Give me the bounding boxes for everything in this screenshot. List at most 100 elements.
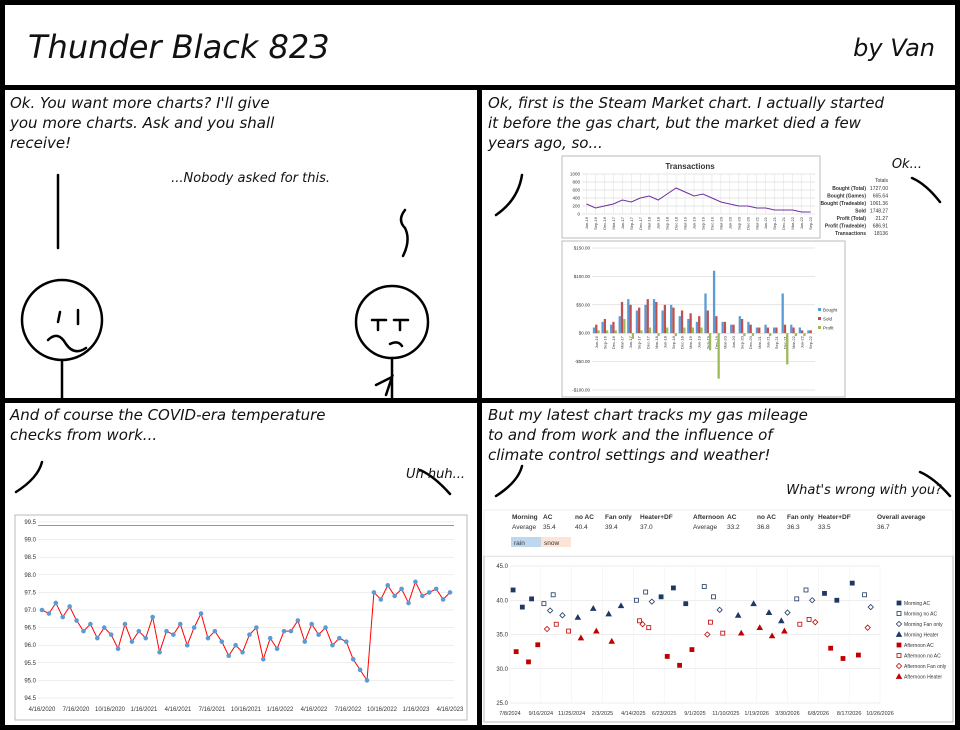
table-label: Bought (Games) bbox=[827, 194, 866, 200]
bar bbox=[672, 307, 675, 334]
point bbox=[683, 601, 689, 607]
bar bbox=[740, 319, 744, 334]
point bbox=[864, 624, 871, 631]
point bbox=[371, 590, 377, 595]
point bbox=[648, 598, 655, 605]
y-tick-label: 99.5 bbox=[24, 520, 36, 526]
bar bbox=[631, 333, 635, 339]
bar bbox=[597, 330, 600, 334]
charts bbox=[14, 155, 954, 723]
point bbox=[337, 635, 342, 641]
point bbox=[784, 609, 791, 616]
bar bbox=[640, 330, 643, 334]
point bbox=[274, 646, 280, 652]
point bbox=[288, 628, 294, 634]
bar bbox=[648, 327, 652, 334]
x-tick-label: Mar-19 bbox=[688, 335, 693, 348]
bar bbox=[601, 321, 604, 334]
y-tick-label: 99.0 bbox=[24, 538, 36, 544]
x-tick-label: Jun-21 bbox=[763, 216, 768, 229]
x-tick-label: Jun-17 bbox=[620, 216, 625, 229]
x-tick-label: Mar-18 bbox=[647, 216, 652, 229]
comic-title: Thunder Black 823 bbox=[28, 28, 330, 66]
x-tick-label: Mar-17 bbox=[611, 216, 616, 229]
bar bbox=[732, 324, 735, 334]
bar bbox=[708, 333, 712, 351]
x-tick-label: Sep-18 bbox=[665, 216, 670, 230]
weather-cell bbox=[511, 537, 541, 547]
point bbox=[191, 625, 197, 630]
bar bbox=[644, 304, 647, 334]
point bbox=[593, 627, 600, 634]
point bbox=[254, 625, 259, 630]
bar bbox=[646, 299, 649, 334]
point bbox=[433, 586, 439, 592]
table-label: Profit (Total) bbox=[837, 216, 867, 222]
x-tick-label: Sep-17 bbox=[629, 216, 634, 230]
bar bbox=[663, 304, 667, 334]
x-tick-label: 1/16/2023 bbox=[403, 707, 430, 713]
x-tick-label: Mar-21 bbox=[757, 335, 762, 348]
y-tick-label: 35.0 bbox=[496, 633, 508, 639]
table-cell: AC bbox=[543, 514, 553, 521]
point bbox=[364, 678, 370, 683]
table-value: 1748.27 bbox=[870, 209, 888, 215]
chart-box bbox=[14, 514, 468, 721]
point bbox=[157, 649, 162, 655]
bar bbox=[683, 327, 686, 334]
legend-label: Bought bbox=[823, 308, 838, 313]
point bbox=[646, 625, 652, 631]
point bbox=[115, 646, 121, 652]
point bbox=[316, 632, 321, 637]
bar bbox=[603, 319, 607, 334]
point bbox=[634, 597, 639, 603]
point bbox=[392, 593, 397, 599]
table-cell: Afternoon bbox=[693, 514, 724, 521]
bar bbox=[766, 327, 769, 334]
point bbox=[343, 639, 349, 644]
y-tick-label: 200 bbox=[572, 204, 580, 209]
bar bbox=[592, 327, 596, 334]
point bbox=[677, 662, 682, 668]
x-tick-label: Sep-18 bbox=[671, 335, 676, 349]
x-tick-label: 1/19/2026 bbox=[744, 711, 768, 717]
x-tick-label: Mar-20 bbox=[718, 216, 723, 229]
point bbox=[81, 628, 86, 634]
x-tick-label: Jun-17 bbox=[628, 335, 633, 348]
x-tick-label: 10/16/2022 bbox=[367, 707, 398, 713]
y-tick-label: $150.00 bbox=[574, 246, 591, 251]
bar bbox=[775, 327, 778, 334]
point bbox=[617, 602, 625, 609]
x-tick-label: Dec-21 bbox=[782, 335, 787, 349]
x-tick-label: Mar-22 bbox=[790, 216, 795, 229]
bar bbox=[758, 327, 761, 334]
reply: Ok... bbox=[892, 157, 922, 172]
point bbox=[781, 627, 788, 634]
table-value: 1061.36 bbox=[870, 201, 888, 207]
legend-label: Sold bbox=[823, 317, 833, 322]
y-tick-label: 94.5 bbox=[24, 696, 36, 702]
weather-label: rain bbox=[514, 540, 525, 547]
table-value: 18136 bbox=[874, 231, 888, 237]
point bbox=[178, 621, 183, 627]
table-cell: 40.4 bbox=[575, 524, 588, 531]
point bbox=[399, 586, 404, 592]
table-cell: no AC bbox=[757, 514, 776, 521]
caption-line: receive! bbox=[10, 134, 71, 152]
legend-marker bbox=[896, 611, 902, 616]
point bbox=[637, 618, 642, 624]
x-tick-label: 7/16/2021 bbox=[199, 707, 226, 713]
caption-line: to and from work and the influence of bbox=[488, 426, 775, 444]
point bbox=[828, 645, 834, 651]
bar bbox=[635, 310, 639, 334]
table-cell: 33.2 bbox=[727, 524, 740, 531]
point bbox=[526, 659, 531, 665]
point bbox=[420, 593, 425, 599]
table-value: 686.91 bbox=[873, 224, 889, 230]
y-tick-label: 40.0 bbox=[496, 598, 508, 604]
bar bbox=[800, 330, 804, 334]
point bbox=[812, 619, 819, 626]
legend-marker bbox=[895, 673, 903, 679]
table-cell: Overall average bbox=[877, 514, 926, 521]
table-label: Transactions bbox=[835, 231, 866, 237]
